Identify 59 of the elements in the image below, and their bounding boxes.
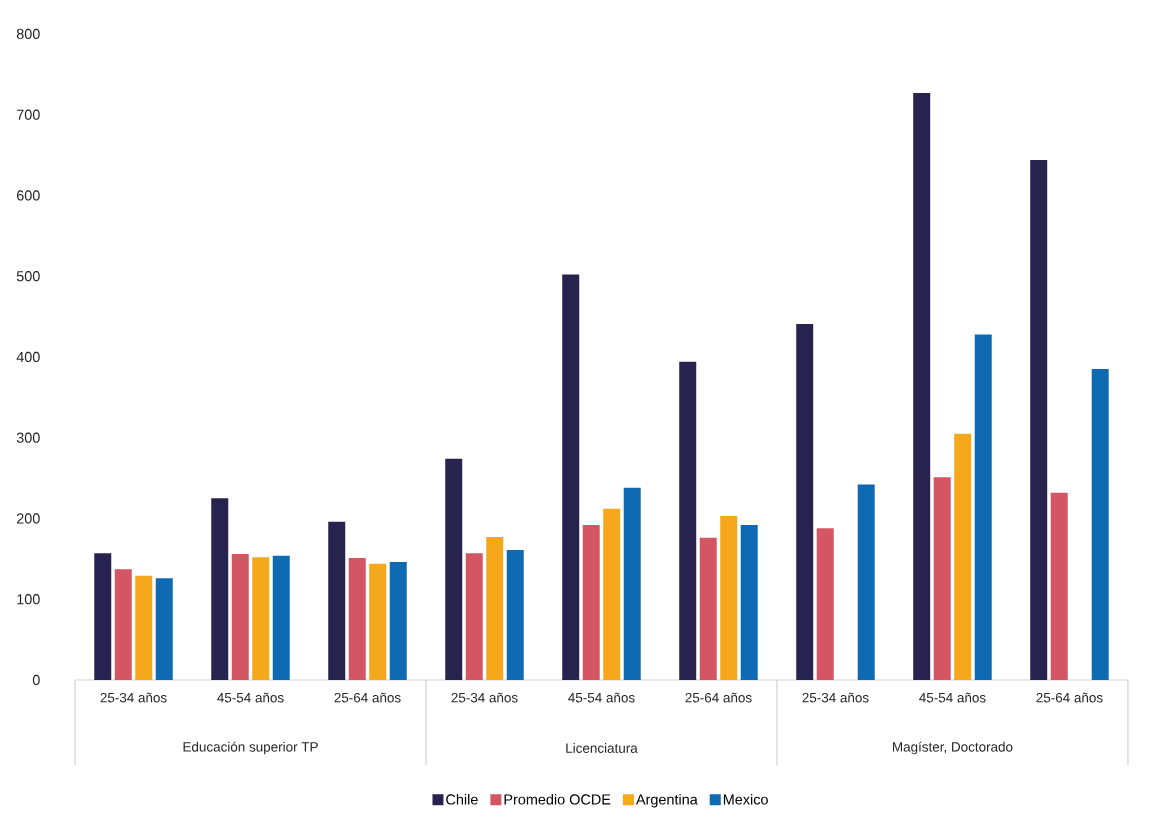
x-tick-label: 25-34 años xyxy=(802,692,869,703)
bar xyxy=(348,558,366,680)
legend-label: Chile xyxy=(446,793,478,805)
bar xyxy=(328,521,346,680)
bar xyxy=(623,487,641,680)
y-tick-label: 100 xyxy=(17,594,40,605)
bar xyxy=(796,323,814,680)
bar xyxy=(155,578,173,680)
bar xyxy=(465,553,483,680)
bar xyxy=(506,549,524,680)
bar xyxy=(933,477,951,680)
bar xyxy=(252,557,270,680)
bar xyxy=(231,554,249,680)
bar xyxy=(974,334,992,680)
bar xyxy=(486,537,504,680)
bar xyxy=(211,498,229,680)
x-tick-label: 45-54 años xyxy=(217,692,284,703)
bar xyxy=(94,553,112,680)
bar xyxy=(369,563,387,680)
bar xyxy=(562,274,580,680)
y-tick-label: 600 xyxy=(16,190,40,201)
text: Magíster, Doctorado xyxy=(893,741,1013,755)
legend-label: Promedio OCDE xyxy=(504,793,611,805)
bar xyxy=(272,555,290,680)
bar xyxy=(954,433,972,680)
bar xyxy=(816,528,834,680)
y-tick-label: 300 xyxy=(16,432,40,443)
y-tick-label: 400 xyxy=(16,351,40,363)
bar xyxy=(679,361,697,680)
legend-label: Mexico xyxy=(723,793,768,805)
y-tick-label: 0 xyxy=(32,674,40,686)
y-tick-label: 500 xyxy=(16,271,40,282)
bar xyxy=(1030,159,1048,680)
x-tick-label: 25-34 años xyxy=(451,692,518,703)
x-tick-label: 25-64 años xyxy=(334,692,401,703)
bar xyxy=(857,484,875,680)
x-tick-label: 25-64 años xyxy=(685,692,752,703)
y-tick-label: 200 xyxy=(16,513,40,524)
x-tick-label: 25-64 años xyxy=(1036,692,1103,703)
bar xyxy=(445,458,463,680)
legend-label: Argentina xyxy=(635,793,698,808)
x-tick-label: 45-54 años xyxy=(919,692,986,703)
bar xyxy=(114,569,132,680)
bar xyxy=(913,92,931,680)
y-tick-label: 800 xyxy=(16,28,40,40)
bar xyxy=(720,516,738,680)
bar xyxy=(1050,492,1068,680)
bar xyxy=(135,575,153,680)
bar xyxy=(699,537,717,680)
bar xyxy=(389,562,407,680)
x-tick-label: 45-54 años xyxy=(568,692,635,703)
y-tick-label: 700 xyxy=(16,109,40,120)
text: Licenciatura xyxy=(566,743,638,753)
bar xyxy=(1091,369,1109,680)
bar xyxy=(740,524,758,680)
text: Educación superior TP xyxy=(183,741,318,755)
x-tick-label: 25-34 años xyxy=(100,692,167,703)
bar xyxy=(582,524,600,680)
bar xyxy=(603,508,621,680)
